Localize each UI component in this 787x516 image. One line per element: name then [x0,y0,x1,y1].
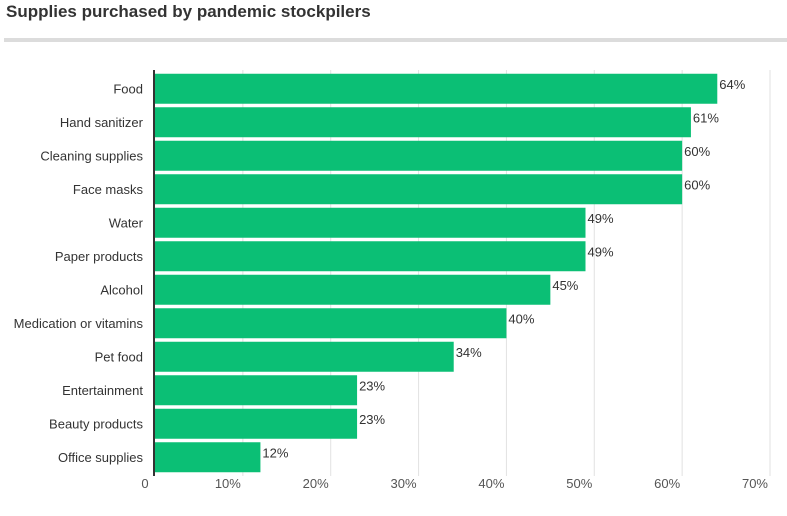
category-label: Pet food [95,349,143,364]
bar [155,140,683,171]
x-tick-label: 50% [566,476,592,491]
bar [155,341,454,372]
data-label: 49% [588,244,614,259]
x-tick-label: 0 [141,476,148,491]
title-divider [4,38,787,42]
bar [155,107,691,138]
category-label: Face masks [73,182,144,197]
category-label: Hand sanitizer [60,115,144,130]
data-label: 60% [684,144,710,159]
category-label: Entertainment [62,383,143,398]
bar [155,308,507,339]
bar [155,207,586,238]
category-label: Paper products [55,249,144,264]
category-label: Water [109,215,144,230]
category-label: Alcohol [100,282,143,297]
x-tick-label: 40% [478,476,504,491]
bar [155,73,718,104]
category-label: Medication or vitamins [14,316,144,331]
category-label: Cleaning supplies [40,148,143,163]
data-label: 60% [684,177,710,192]
category-label: Beauty products [49,416,143,431]
chart-title: Supplies purchased by pandemic stockpile… [6,2,371,21]
bar [155,375,358,406]
bar [155,241,586,272]
data-label: 23% [359,378,385,393]
data-label: 64% [719,77,745,92]
data-label: 61% [693,110,719,125]
data-label: 49% [588,211,614,226]
x-tick-label: 10% [215,476,241,491]
x-tick-label: 60% [654,476,680,491]
bar [155,274,551,305]
bar [155,442,261,473]
category-label: Office supplies [58,450,144,465]
data-label: 40% [508,311,534,326]
data-label: 12% [262,445,288,460]
category-label: Food [113,81,143,96]
data-label: 34% [456,345,482,360]
x-tick-label: 70% [742,476,768,491]
x-tick-label: 20% [303,476,329,491]
bar [155,408,358,439]
data-label: 23% [359,412,385,427]
x-tick-label: 30% [391,476,417,491]
bar [155,174,683,205]
data-label: 45% [552,278,578,293]
